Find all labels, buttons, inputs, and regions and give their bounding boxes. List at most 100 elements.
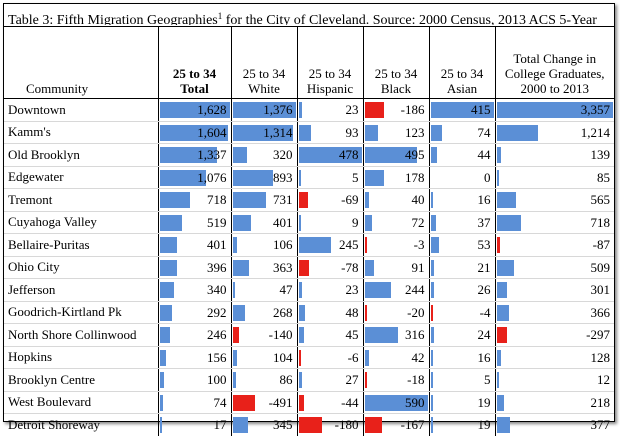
data-bar-positive: [159, 192, 191, 208]
cell-value: 0: [484, 169, 491, 185]
cell-value: -186: [400, 102, 425, 117]
cell-value: 415: [471, 102, 491, 117]
data-bar-positive: [364, 214, 373, 231]
cell-change: -87: [495, 233, 614, 257]
table-row: Jefferson 340 47 23 244 26 301: [4, 278, 614, 302]
cell-total: 246: [158, 323, 232, 347]
cell-value: 47: [279, 282, 293, 297]
cell-hispanic: 9: [297, 211, 364, 234]
table-row: Tremont 718 731 -69 40 16 565: [4, 188, 614, 212]
cell-change: 218: [495, 391, 614, 414]
cell-change: 377: [495, 414, 614, 436]
data-bar-positive: [430, 259, 434, 276]
data-bar-positive: [298, 214, 301, 231]
cell-value: 478: [339, 147, 359, 162]
data-bar-positive: [232, 147, 248, 163]
cell-change: 128: [495, 346, 614, 369]
cell-value: 3,357: [580, 102, 610, 117]
data-bar-positive: [159, 349, 167, 366]
data-bar-positive: [496, 147, 502, 163]
migration-table: Community 25 to 34 Total 25 to 34 White 25…: [4, 26, 614, 436]
cell-change: 3,357: [495, 98, 614, 122]
header-asian: 25 to 34 Asian: [429, 26, 496, 99]
cell-value: 1,604: [197, 124, 227, 140]
cell-asian: 26: [429, 278, 496, 302]
cell-value: 246: [207, 327, 227, 342]
cell-value: 91: [411, 259, 425, 275]
cell-hispanic: 93: [297, 121, 364, 144]
data-bar-positive: [364, 147, 418, 163]
data-bar-positive: [298, 237, 331, 253]
cell-value: 320: [273, 147, 293, 162]
cell-total: 519: [158, 211, 232, 234]
data-bar-positive: [232, 372, 237, 388]
cell-value: -6: [347, 349, 359, 365]
data-bar-positive: [430, 417, 434, 433]
data-bar-positive: [430, 349, 433, 366]
cell-value: 245: [339, 237, 359, 252]
data-bar-negative: [298, 259, 309, 276]
header-row: Community 25 to 34 Total 25 to 34 White 25…: [4, 26, 614, 99]
table-row: West Boulevard 74 -491 -44 590 19 218: [4, 391, 614, 414]
cell-hispanic: -6: [297, 346, 364, 369]
data-bar-positive: [364, 259, 375, 276]
cell-hispanic: 478: [297, 143, 364, 167]
data-bar-positive: [159, 169, 206, 186]
cell-value: -167: [400, 417, 425, 432]
cell-total: 401: [158, 233, 232, 257]
cell-asian: 16: [429, 346, 496, 369]
cell-value: 340: [207, 282, 227, 297]
cell-asian: 24: [429, 323, 496, 347]
cell-value: 718: [207, 192, 227, 207]
data-bar-positive: [159, 394, 163, 411]
data-bar-positive: [364, 124, 378, 141]
cell-white: -491: [231, 391, 298, 414]
cell-value: 5: [352, 169, 359, 185]
header-total: 25 to 34 Total: [158, 26, 232, 99]
data-bar-negative: [298, 394, 305, 411]
table-row: Cuyahoga Valley 519 401 9 72 37 718: [4, 211, 614, 234]
cell-value: 1,376: [263, 102, 293, 117]
table-row: North Shore Collinwood 246 -140 45 316 24 -297: [4, 323, 614, 347]
cell-value: 1,314: [263, 124, 293, 140]
cell-change: 85: [495, 166, 614, 189]
data-bar-positive: [496, 214, 522, 231]
cell-black: -3: [363, 233, 430, 257]
header-hispanic: 25 to 34 Hispanic: [297, 26, 364, 99]
data-bar-positive: [496, 417, 510, 433]
cell-asian: 53: [429, 233, 496, 257]
cell-black: 40: [363, 188, 430, 212]
cell-white: 401: [231, 211, 298, 234]
cell-hispanic: -180: [297, 413, 364, 436]
cell-asian: 16: [429, 188, 496, 212]
data-bar-positive: [159, 417, 162, 433]
community-name: Hopkins: [4, 346, 159, 369]
cell-total: 1,076: [158, 166, 232, 189]
cell-asian: 19: [429, 391, 496, 414]
cell-value: 24: [477, 327, 491, 342]
cell-value: 86: [279, 372, 293, 387]
cell-total: 340: [158, 278, 232, 302]
data-bar-positive: [430, 327, 435, 343]
data-bar-positive: [364, 169, 384, 186]
cell-value: 21: [477, 259, 491, 275]
cell-change: 301: [495, 278, 614, 302]
cell-hispanic: -69: [297, 188, 364, 212]
cell-black: 178: [363, 166, 430, 189]
cell-change: 139: [495, 143, 614, 167]
cell-black: 316: [363, 323, 430, 347]
cell-white: 893: [231, 166, 298, 189]
cell-white: 104: [231, 346, 298, 369]
cell-value: 731: [273, 192, 293, 207]
table-row: Downtown 1,628 1,376 23 -186 415 3,357: [4, 98, 614, 122]
data-bar-positive: [496, 304, 510, 321]
data-bar-negative: [364, 372, 367, 388]
data-bar-positive: [159, 237, 177, 253]
cell-asian: 44: [429, 143, 496, 167]
data-bar-positive: [298, 124, 311, 141]
cell-change: 565: [495, 188, 614, 212]
cell-value: 218: [590, 394, 611, 410]
cell-asian: 37: [429, 211, 496, 234]
cell-value: -4: [479, 304, 491, 320]
data-bar-positive: [496, 394, 505, 411]
